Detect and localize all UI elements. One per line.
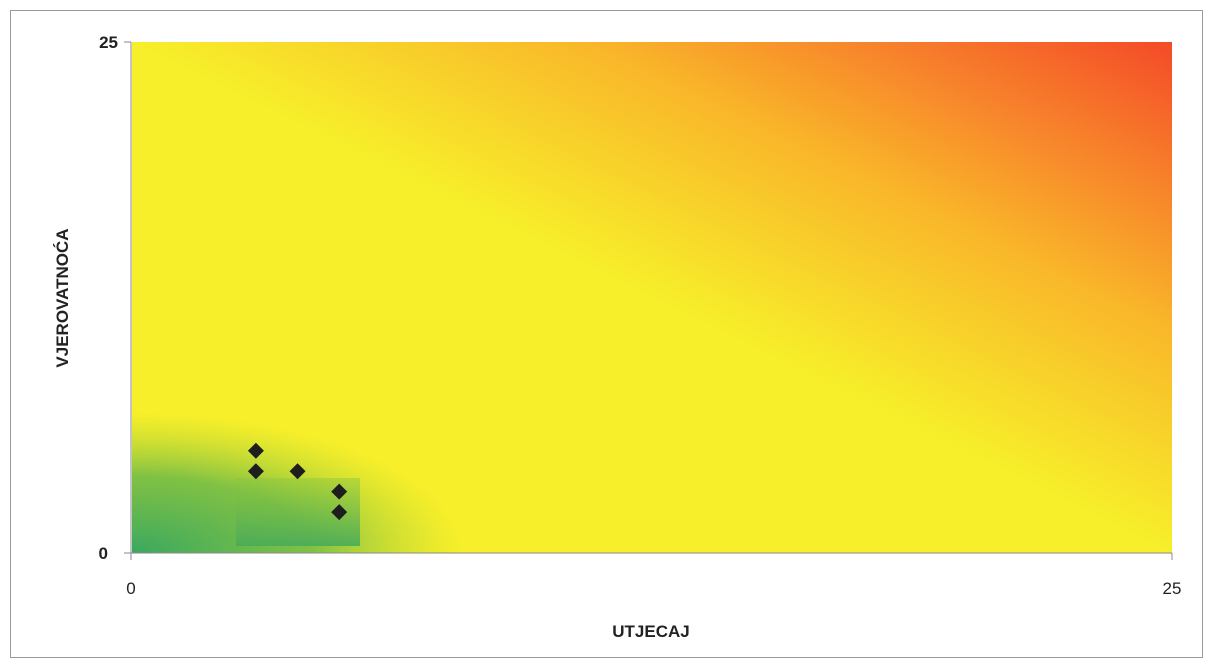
data-point-0-2 [289, 463, 306, 480]
y-tick-label-bottom: 0 [99, 544, 108, 563]
data-points [247, 442, 348, 521]
x-tick-label-left: 0 [126, 579, 135, 598]
y-tick-label-top: 25 [99, 33, 118, 52]
data-point-0-1 [247, 463, 264, 480]
x-axis-title: UTJECAJ [612, 622, 689, 641]
data-point-0-0 [247, 442, 264, 459]
data-point-0-3 [331, 483, 348, 500]
x-tick-label-right: 25 [1163, 579, 1182, 598]
plot-area [132, 42, 1172, 553]
y-axis-title: VJEROVATNOĆA [53, 228, 72, 367]
data-point-0-4 [331, 504, 348, 521]
axes [124, 41, 1173, 560]
